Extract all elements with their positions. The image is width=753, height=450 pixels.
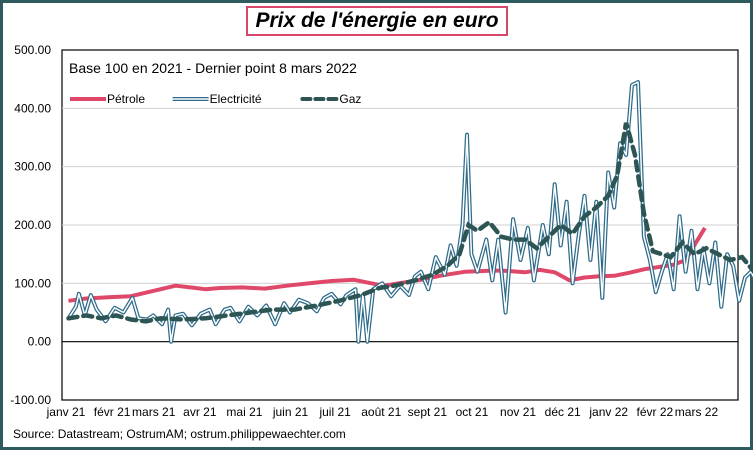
- y-tick-label: 500.00: [14, 43, 51, 57]
- legend-electricit-label: Electricité: [210, 92, 262, 106]
- x-tick-label: mars 21: [132, 405, 176, 419]
- x-tick-label: juil 21: [318, 405, 351, 419]
- y-axis-ticks: 500.00 400.00 300.00 200.00 100.00 0.00 -100.0…: [10, 43, 51, 407]
- x-tick-label: mai 21: [226, 405, 262, 419]
- legend: Pétrole Electricité Gaz: [70, 92, 361, 106]
- legend-ptrole-label: Pétrole: [107, 92, 145, 106]
- y-tick-label: 0.00: [28, 335, 52, 349]
- x-tick-label: janv 21: [46, 405, 86, 419]
- x-tick-label: juin 21: [272, 405, 309, 419]
- x-axis-ticks: janv 21 févr 21 mars 21 avr 21 mai 21 juin 21…: [46, 405, 719, 419]
- x-tick-label: oct 21: [456, 405, 489, 419]
- x-tick-label: févr 21: [94, 405, 131, 419]
- gridlines: [62, 107, 738, 343]
- legend-gaz-label: Gaz: [339, 92, 361, 106]
- x-tick-label: déc 21: [545, 405, 581, 419]
- y-tick-label: 300.00: [14, 160, 51, 174]
- x-tick-label: avr 21: [183, 405, 217, 419]
- x-tick-label: janv 22: [588, 405, 628, 419]
- y-tick-label: 200.00: [14, 218, 51, 232]
- x-tick-label: août 21: [361, 405, 401, 419]
- y-tick-label: 400.00: [14, 101, 51, 115]
- x-tick-label: sept 21: [408, 405, 448, 419]
- chart-subtitle: Base 100 en 2021 - Dernier point 8 mars …: [69, 60, 357, 76]
- x-tick-label: févr 22: [637, 405, 674, 419]
- series-layer: [66, 80, 753, 344]
- y-tick-label: -100.00: [10, 393, 51, 407]
- x-tick-label: mars 22: [675, 405, 719, 419]
- x-tick-label: nov 21: [500, 405, 536, 419]
- series-gaz-line: [66, 122, 753, 324]
- y-tick-label: 100.00: [14, 276, 51, 290]
- chart-title: Prix de l'énergie en euro: [246, 6, 508, 36]
- source-note: Source: Datastream; OstrumAM; ostrum.phi…: [13, 427, 346, 441]
